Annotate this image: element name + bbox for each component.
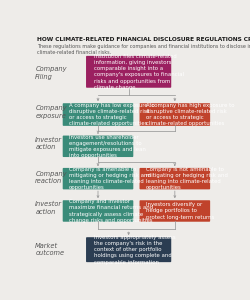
Text: A company has low exposure to
disruptive climate-related risk
or access to strat: A company has low exposure to disruptive…	[69, 103, 154, 126]
FancyBboxPatch shape	[139, 103, 209, 126]
FancyBboxPatch shape	[139, 200, 209, 222]
Text: Investors appropriately assess
the company's risk in the
context of other portfo: Investors appropriately assess the compa…	[93, 235, 174, 265]
Text: A company has high exposure to
disruptive climate-related risk
or access to stra: A company has high exposure to disruptiv…	[145, 103, 234, 126]
FancyBboxPatch shape	[139, 168, 209, 189]
Text: These regulations make guidance for companies and financial institutions to disc: These regulations make guidance for comp…	[37, 44, 250, 55]
FancyBboxPatch shape	[62, 103, 133, 126]
FancyBboxPatch shape	[62, 136, 133, 157]
FancyBboxPatch shape	[86, 237, 170, 262]
Text: Company
reaction: Company reaction	[35, 171, 66, 184]
Text: Company
Filing: Company Filing	[35, 66, 66, 80]
Text: Investors diversify or
hedge portfolios to
protect long-term returns: Investors diversify or hedge portfolios …	[145, 202, 213, 220]
FancyBboxPatch shape	[86, 56, 170, 88]
Text: Market
outcome: Market outcome	[35, 243, 64, 256]
Text: Company
exposure: Company exposure	[35, 105, 66, 119]
Text: Company is amenable to
mitigating or hedging risk and
leaning into climate-relat: Company is amenable to mitigating or hed…	[69, 167, 150, 190]
Text: Company and investor
maximize financial returns and
strategically assess climate: Company and investor maximize financial …	[69, 199, 152, 223]
FancyBboxPatch shape	[62, 200, 133, 222]
Text: Company is not amenable to
mitigating or hedging risk and
leaning into climate-r: Company is not amenable to mitigating or…	[145, 167, 227, 190]
Text: Investor
action: Investor action	[35, 137, 62, 150]
Text: Investor
action: Investor action	[35, 201, 62, 215]
Text: Investors use shareholder
engagement/resolutions to
mitigate exposures and lean
: Investors use shareholder engagement/res…	[69, 134, 145, 158]
Text: HOW CLIMATE-RELATED FINANCIAL DISCLOSURE REGULATIONS CREATE CLIMATE-RELATED RISK: HOW CLIMATE-RELATED FINANCIAL DISCLOSURE…	[37, 37, 250, 42]
FancyBboxPatch shape	[62, 168, 133, 189]
Text: Institution files climate-related
information, giving investors
comparable insig: Institution files climate-related inform…	[93, 54, 183, 90]
